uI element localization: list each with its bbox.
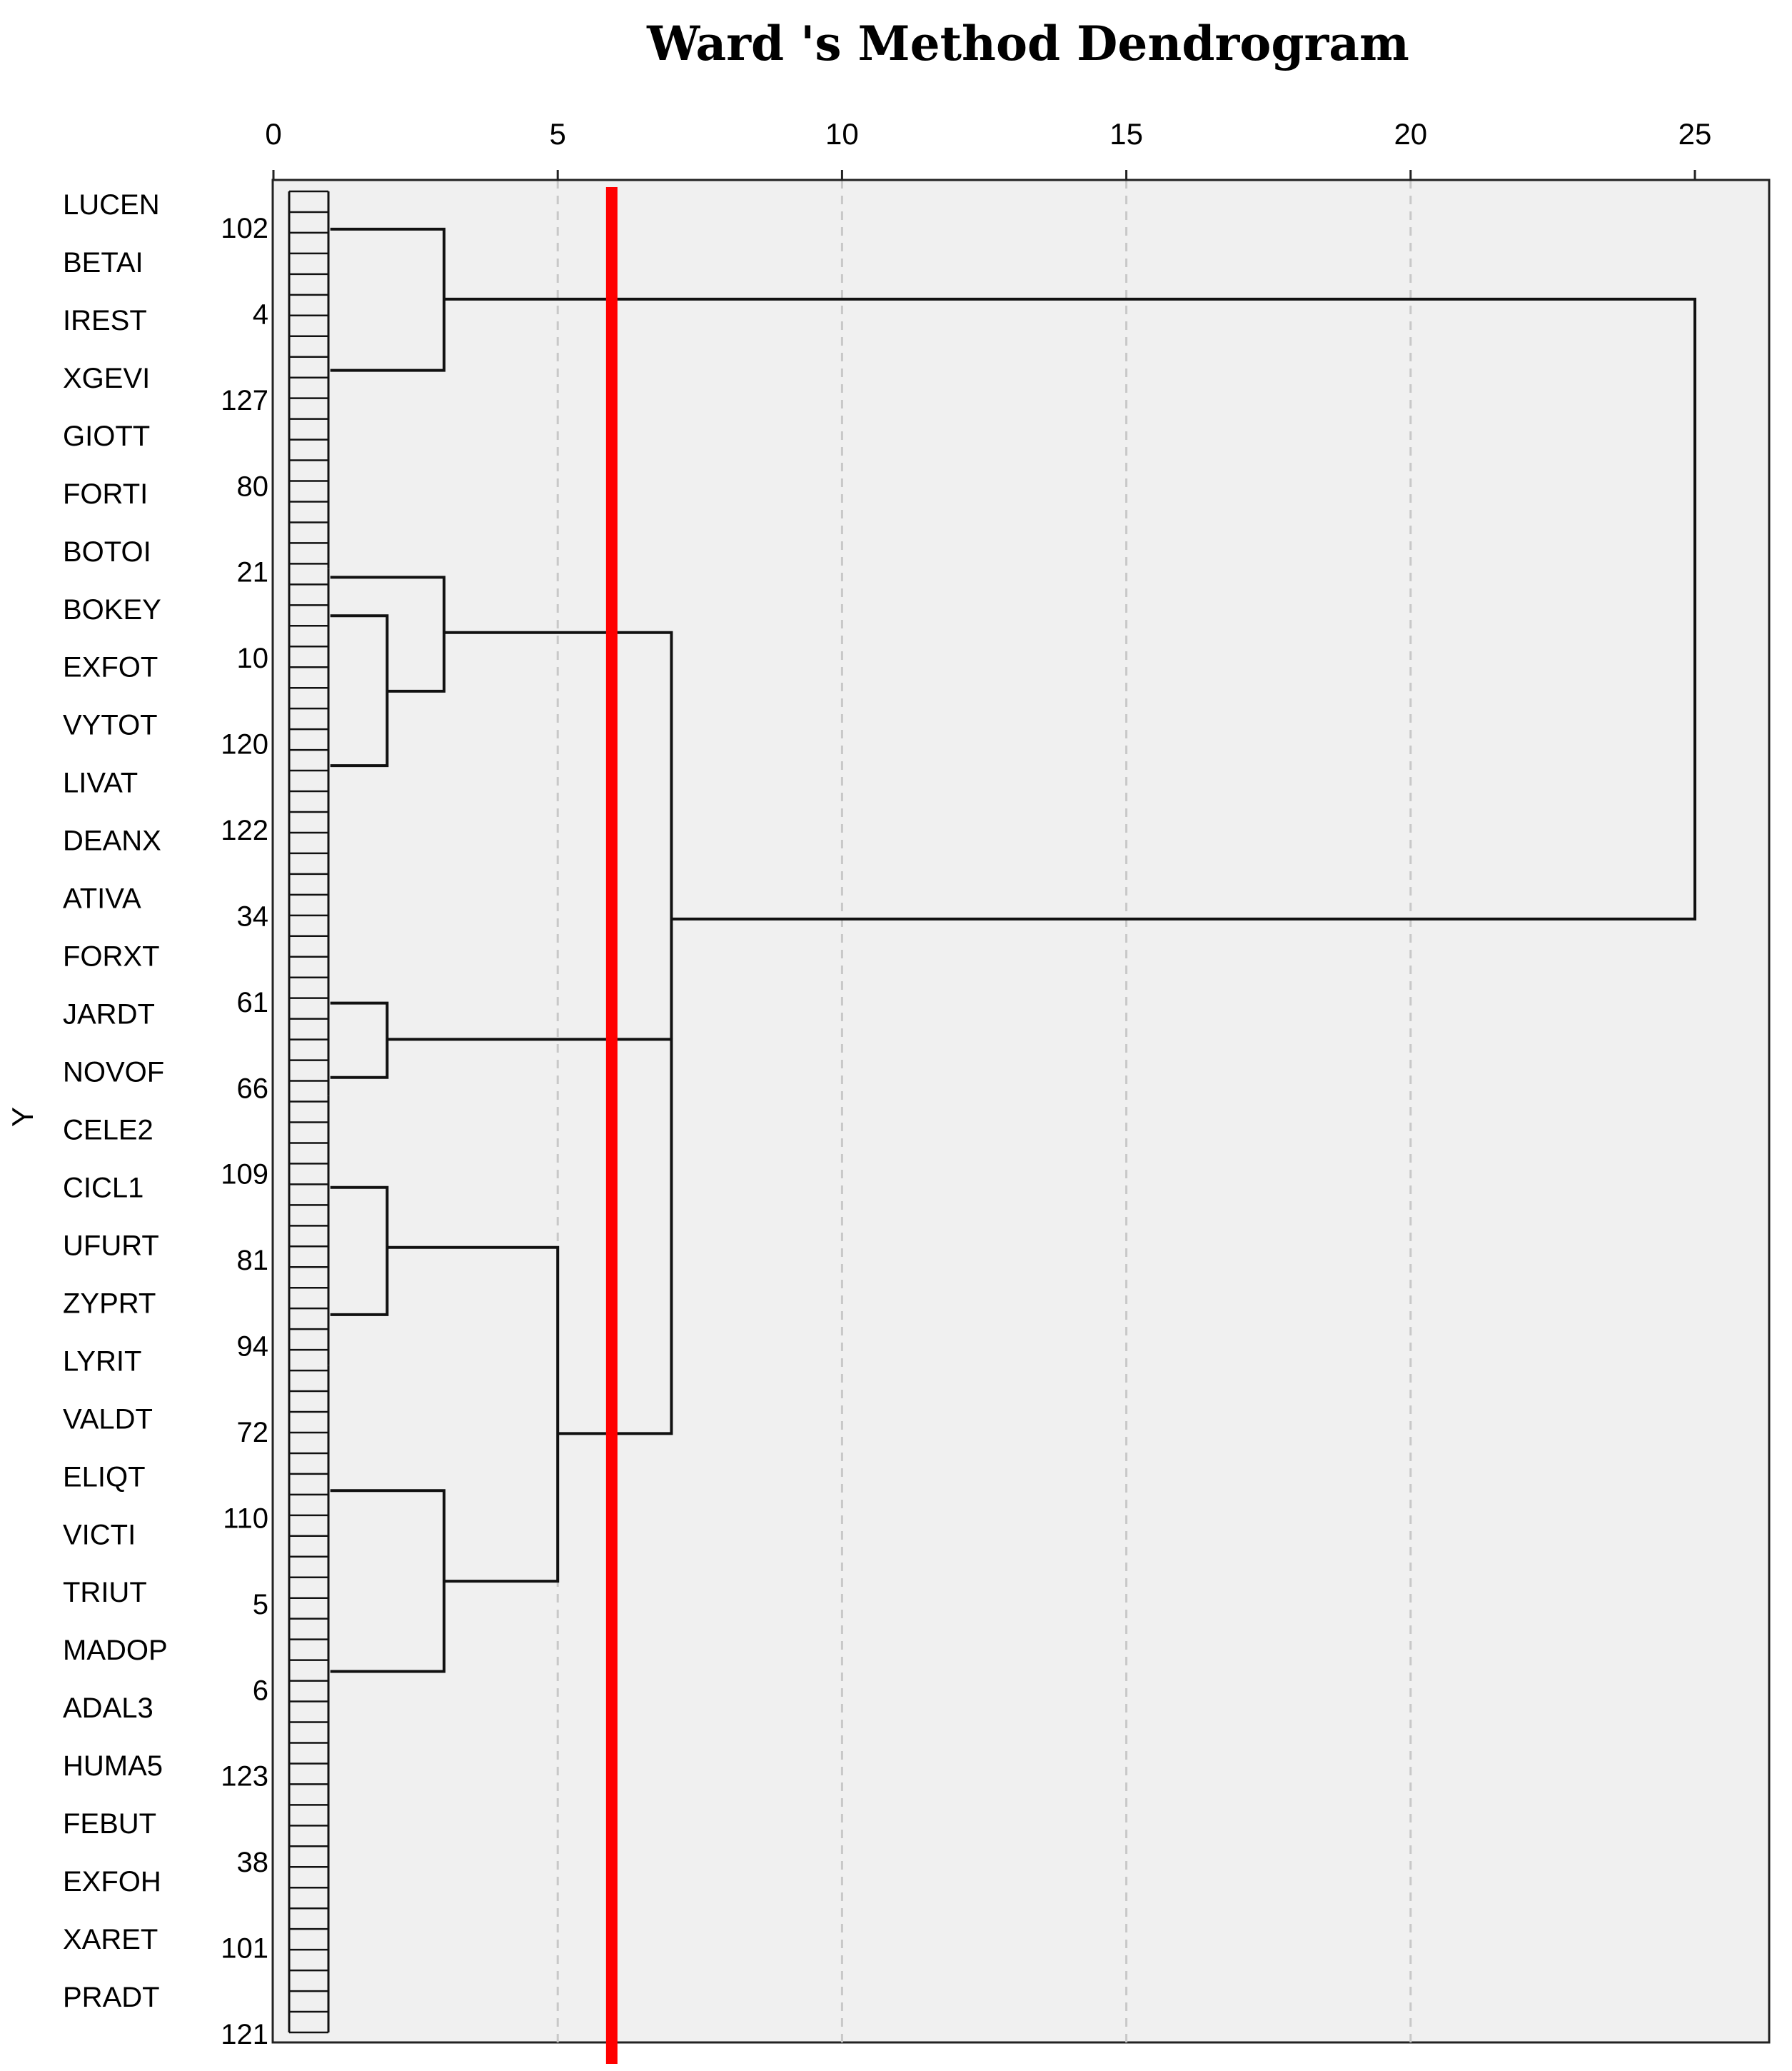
case-number: 109 (221, 1159, 268, 1190)
case-number: 122 (221, 815, 268, 846)
leaf-label: BETAI (63, 247, 144, 279)
merge-link (330, 576, 446, 693)
leaf-label: IREST (63, 305, 147, 336)
case-number: 123 (221, 1761, 268, 1792)
case-number: 5 (253, 1589, 268, 1620)
leaf-label: BOTOI (63, 536, 151, 568)
x-tick-label: 10 (825, 117, 859, 151)
leaf-label: FORXT (63, 941, 160, 973)
case-number: 4 (253, 299, 268, 330)
leaf-label: VICTI (63, 1519, 136, 1550)
leaf-label: GIOTT (63, 421, 150, 452)
leaf-ladder (288, 190, 330, 2034)
case-number: 80 (237, 471, 269, 502)
case-number: 72 (237, 1417, 269, 1448)
chart-title: Ward 's Method Dendrogram (647, 16, 1409, 71)
case-number: 66 (237, 1073, 269, 1104)
merge-link (330, 1185, 389, 1316)
case-number: 121 (221, 2019, 268, 2050)
case-number: 6 (253, 1675, 268, 1706)
leaf-label: ZYPRT (63, 1288, 156, 1319)
case-number: 10 (237, 643, 269, 674)
x-tick-label: 0 (265, 117, 281, 151)
x-tick-label: 20 (1394, 117, 1427, 151)
leaf-label: TRIUT (63, 1577, 147, 1608)
leaf-label: PRADT (63, 1982, 160, 2013)
leaf-label: ATIVA (63, 883, 141, 915)
leaf-label: VYTOT (63, 710, 158, 741)
leaf-label: CELE2 (63, 1114, 153, 1145)
merge-link (330, 614, 389, 768)
x-tick-label: 15 (1109, 117, 1143, 151)
case-number: 81 (237, 1245, 269, 1276)
leaf-label: LYRIT (63, 1345, 141, 1377)
leaf-label: MADOP (63, 1635, 168, 1666)
leaf-label: ELIQT (63, 1461, 146, 1493)
case-number: 61 (237, 987, 269, 1018)
leaf-label: UFURT (63, 1230, 159, 1261)
x-tick-label: 25 (1678, 117, 1712, 151)
merge-link (387, 1245, 560, 1583)
case-number: 94 (237, 1331, 269, 1363)
leaf-label: LUCEN (63, 189, 160, 221)
x-axis: 0 5 10 15 20 25 (265, 117, 1769, 181)
leaf-label: XGEVI (63, 363, 150, 394)
x-tick-label: 5 (550, 117, 566, 151)
case-number: 38 (237, 1847, 269, 1878)
merge-link (443, 297, 1696, 921)
case-number: 110 (223, 1503, 268, 1534)
case-number: 127 (221, 385, 268, 416)
case-number: 102 (221, 213, 268, 244)
case-number: 120 (221, 729, 268, 761)
merge-link (443, 631, 673, 1040)
leaf-label: FORTI (63, 478, 148, 510)
leaf-label: LIVAT (63, 768, 138, 799)
y-axis-label: Y (6, 1107, 39, 1127)
leaf-label: BOKEY (63, 594, 161, 626)
leaf-label: HUMA5 (63, 1750, 163, 1782)
case-number: 101 (221, 1933, 268, 1965)
leaf-label: XARET (63, 1924, 158, 1955)
grid-lines (556, 180, 1412, 2042)
leaf-label: EXFOH (63, 1866, 161, 1897)
plot-area (271, 179, 1771, 2044)
case-number: 21 (237, 557, 269, 588)
leaf-labels: LUCEN BETAI IREST XGEVI GIOTT FORTI BOTOI BOKEY… (6, 189, 268, 2050)
case-number: 34 (237, 901, 269, 932)
leaf-label: DEANX (63, 826, 161, 857)
leaf-label: EXFOT (63, 652, 158, 683)
leaf-label: CICL1 (63, 1172, 144, 1203)
leaf-label: JARDT (63, 999, 155, 1031)
leaf-label: VALDT (63, 1403, 153, 1435)
leaf-label: FEBUT (63, 1808, 156, 1840)
plot-frame (271, 179, 1771, 2044)
leaf-label: NOVOF (63, 1057, 164, 1088)
leaf-label: ADAL3 (63, 1693, 153, 1724)
